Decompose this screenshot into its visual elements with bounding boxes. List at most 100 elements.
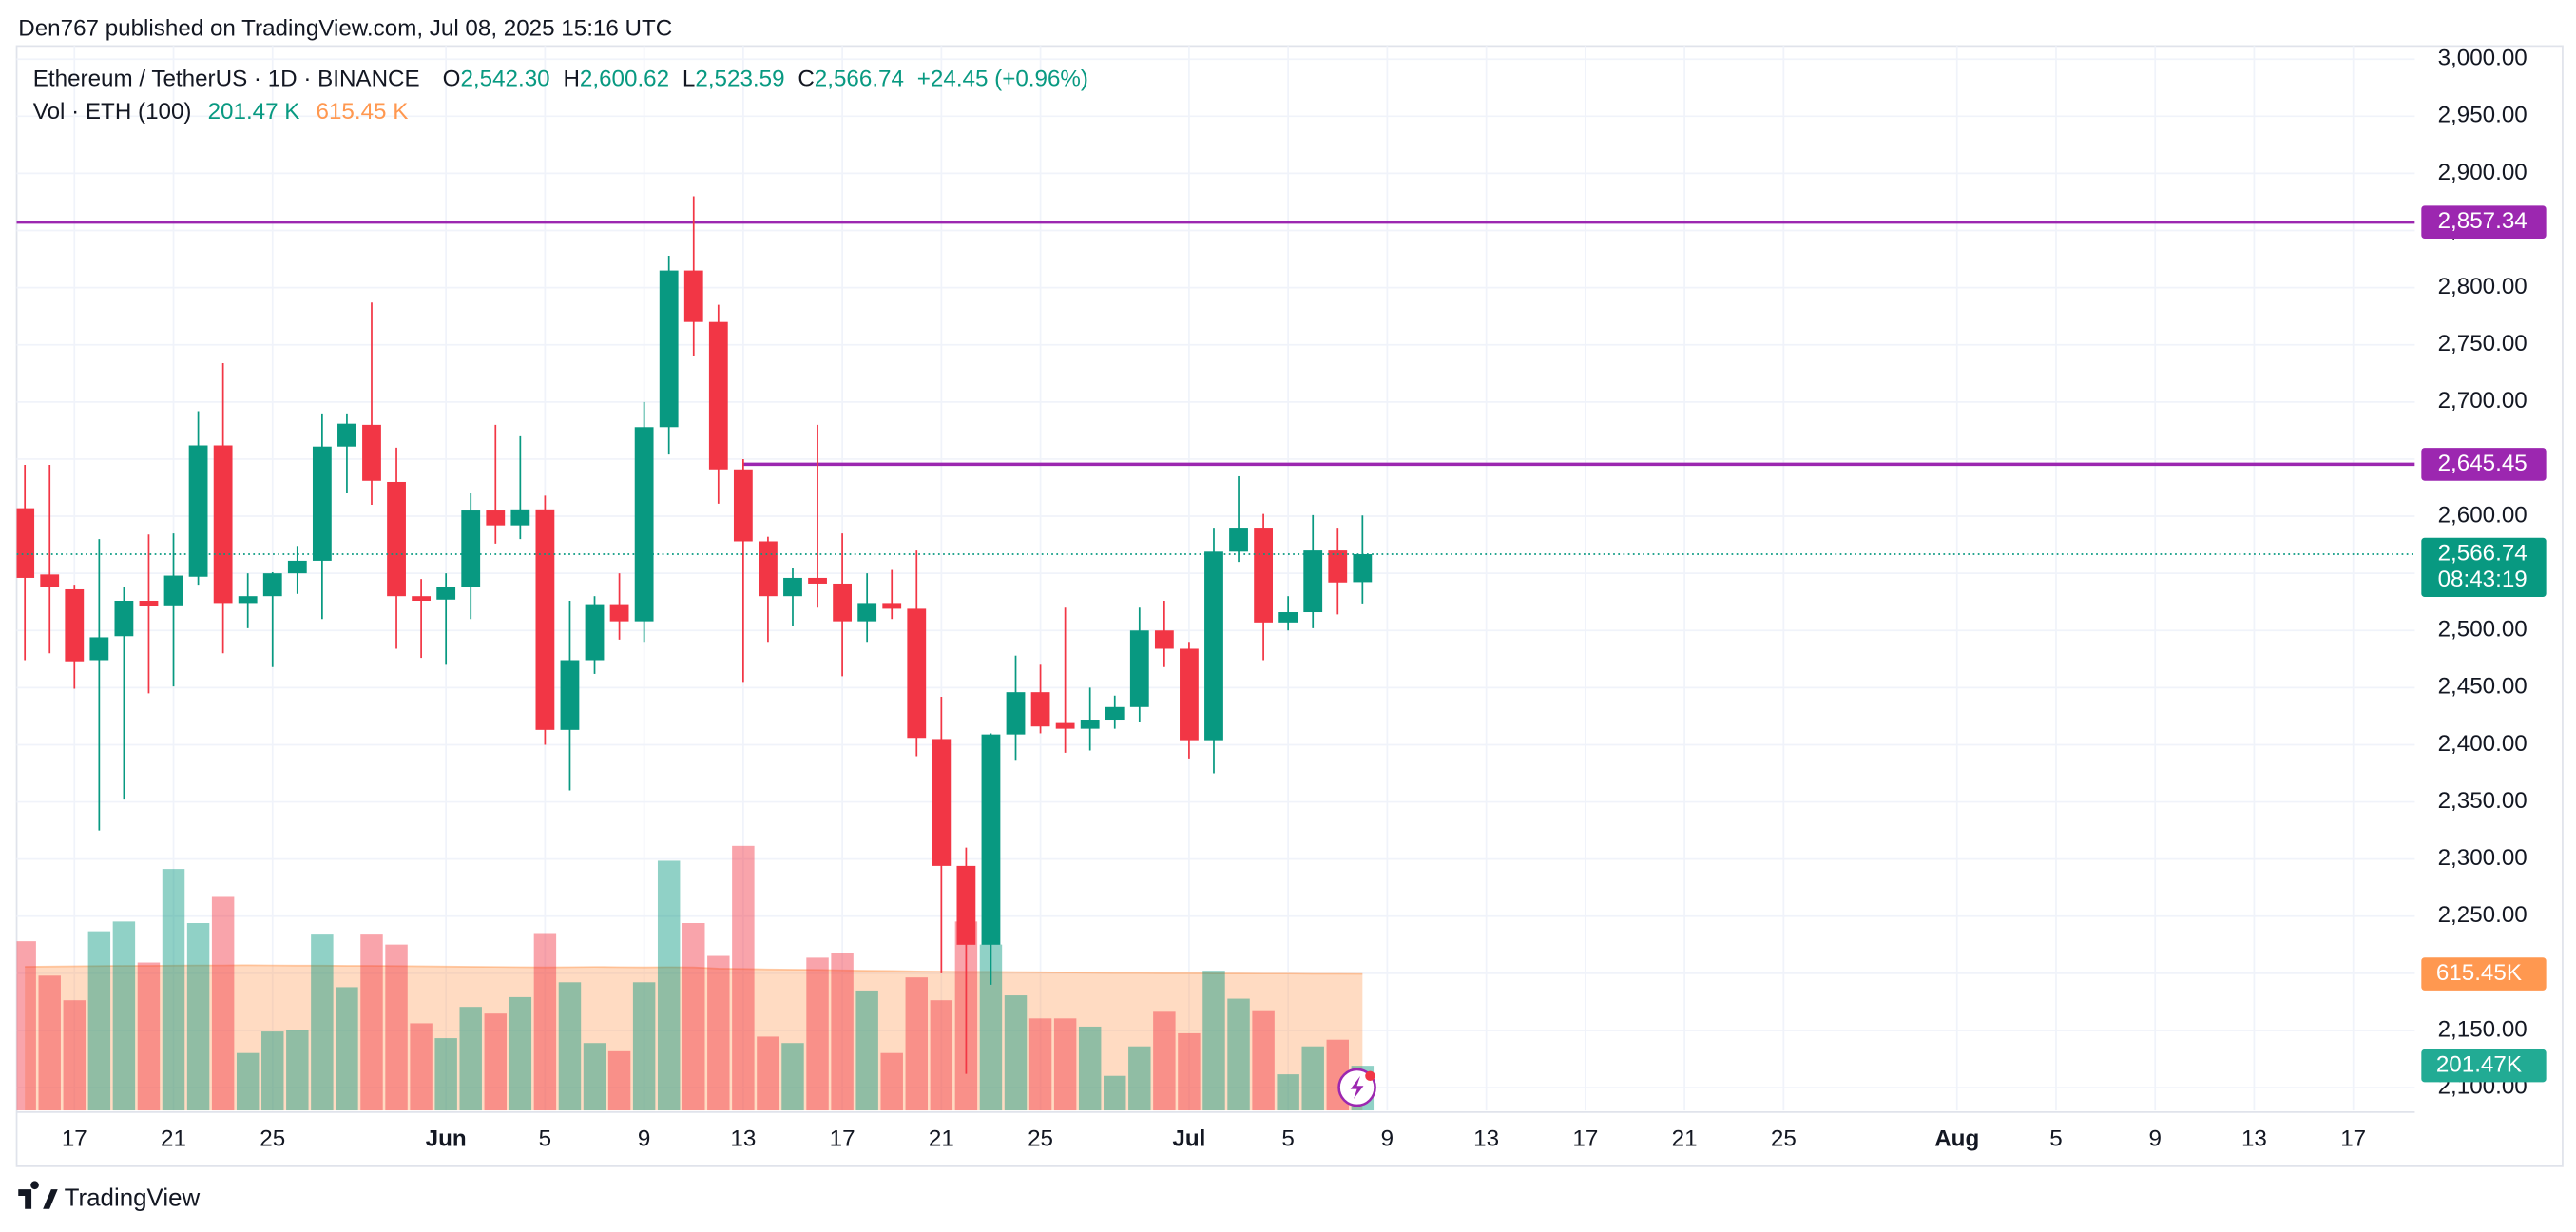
candle-body	[89, 637, 109, 661]
candle-body	[585, 604, 605, 661]
countdown-label: 08:43:19	[2438, 567, 2528, 592]
x-tick-label: 25	[260, 1126, 285, 1152]
candle-body	[238, 596, 258, 604]
ohlc-letter: H	[563, 67, 579, 92]
candle-body	[40, 574, 60, 587]
x-tick-label: 9	[1381, 1126, 1394, 1152]
candle-body	[1154, 630, 1174, 649]
candle-body	[857, 603, 877, 622]
volume-title: Vol · ETH (100)	[33, 100, 192, 125]
volume-bar	[1202, 971, 1225, 1111]
volume-bar	[1301, 1046, 1324, 1111]
frame	[15, 45, 2564, 1167]
volume-bar	[1078, 1026, 1102, 1111]
brand-name: TradingView	[65, 1184, 201, 1211]
candle-body	[560, 660, 580, 730]
volume-bar	[137, 962, 161, 1111]
candle-body	[1006, 692, 1026, 735]
candle-body	[213, 445, 233, 604]
candle-body	[486, 510, 506, 526]
volume-bar	[732, 845, 755, 1111]
volume-bar	[583, 1043, 606, 1111]
candle-body	[759, 541, 778, 597]
volume-bar	[831, 953, 854, 1111]
volume-box	[2421, 1049, 2547, 1083]
candle-body	[412, 596, 432, 601]
x-tick-label: 21	[929, 1126, 954, 1152]
candle-body	[436, 587, 456, 600]
x-tick-label: 9	[2148, 1126, 2161, 1152]
candle-body	[1030, 692, 1050, 727]
volume-bar	[1178, 1032, 1201, 1111]
x-tick-label: 21	[1672, 1126, 1698, 1152]
alert-bolt	[1350, 1075, 1364, 1100]
volume-bar	[1153, 1011, 1176, 1111]
volume-bar	[1004, 995, 1028, 1111]
price-label-box	[2421, 448, 2547, 481]
x-tick-label: 13	[1473, 1126, 1499, 1152]
x-tick-label: 5	[539, 1126, 551, 1152]
candle-body	[287, 560, 307, 574]
plot-area	[16, 196, 2415, 1111]
volume-bar	[509, 996, 532, 1111]
y-tick-label: 2,900.00	[2438, 160, 2528, 185]
x-tick-label: 5	[1281, 1126, 1294, 1152]
volume-bar	[806, 957, 829, 1111]
volume-bar	[434, 1038, 457, 1111]
volume-bar	[261, 1031, 284, 1111]
alert-dot	[1365, 1070, 1375, 1082]
candle-body	[1204, 551, 1223, 741]
volume-ma-axis-label: 615.45K	[2436, 960, 2522, 986]
candle-body	[1229, 528, 1248, 552]
x-tick-label: 17	[830, 1126, 855, 1152]
volume-bar	[1227, 998, 1250, 1111]
price-label: 2,645.45	[2438, 451, 2528, 476]
y-tick-label: 2,700.00	[2438, 388, 2528, 414]
candle-body	[1303, 550, 1323, 613]
candle-body	[981, 734, 1001, 945]
volume-bar	[781, 1043, 804, 1111]
candle-body	[65, 588, 85, 662]
y-tick-label: 2,600.00	[2438, 502, 2528, 528]
y-tick-label: 3,000.00	[2438, 46, 2528, 71]
volume-bar	[286, 1030, 309, 1111]
y-tick-label: 2,250.00	[2438, 902, 2528, 928]
volume-bar	[87, 931, 111, 1111]
volume-bar	[360, 934, 383, 1111]
volume-bar	[855, 990, 878, 1111]
candle-body	[535, 509, 555, 730]
price-label-box	[2421, 205, 2547, 239]
volume-ma-line	[25, 964, 1363, 975]
candle-body	[1080, 720, 1100, 729]
x-tick-label: 13	[2241, 1126, 2267, 1152]
candle-body	[1254, 528, 1274, 623]
volume-bar	[385, 944, 408, 1111]
ohlc-letter: C	[798, 67, 814, 92]
x-tick-label: 17	[1572, 1126, 1598, 1152]
volume-bar	[459, 1007, 482, 1111]
axes: 2,100.002,150.002,200.002,250.002,300.00…	[62, 46, 2547, 1152]
volume-bar	[979, 944, 1003, 1111]
y-tick-label: 2,150.00	[2438, 1016, 2528, 1042]
candle-body	[833, 583, 853, 622]
y-tick-label: 2,400.00	[2438, 731, 2528, 757]
candle-body	[1278, 612, 1298, 623]
y-tick-label: 2,750.00	[2438, 331, 2528, 356]
volume-bar	[410, 1023, 433, 1111]
candle-body	[1129, 630, 1149, 707]
candle-body	[1180, 648, 1199, 741]
candle-body	[139, 600, 159, 607]
candle-body	[683, 270, 703, 322]
candle-body	[510, 509, 530, 526]
candle-body	[1055, 722, 1075, 729]
volume-bar	[336, 987, 358, 1111]
volume-bar	[16, 941, 36, 1111]
y-tick-label: 2,500.00	[2438, 617, 2528, 643]
volume-ma-value: 615.45 K	[317, 100, 409, 125]
change-value: +24.45 (+0.96%)	[917, 67, 1088, 92]
volume-ma-area	[25, 965, 1363, 1111]
candle-body	[634, 427, 654, 622]
ohlc-letter: O	[443, 67, 461, 92]
volume-bar	[1128, 1046, 1151, 1111]
